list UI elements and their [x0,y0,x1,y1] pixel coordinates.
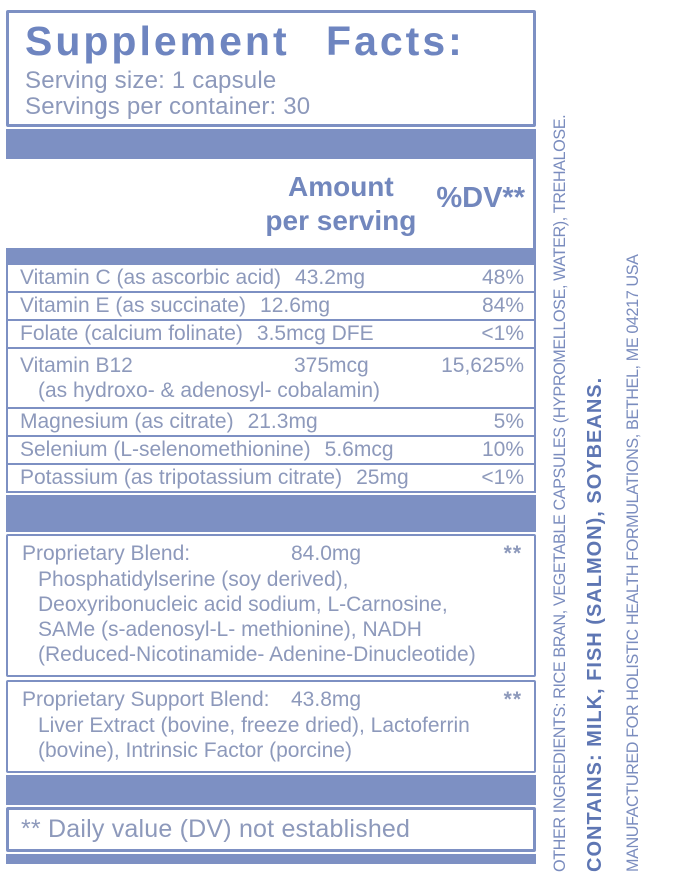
other-ingredients-text: OTHER INGREDIENTS: RICE BRAN, VEGETABLE … [551,114,569,872]
blend-amount: 43.8mg [291,688,362,711]
blend-ingredients: Phosphatidylserine (soy derived), Deoxyr… [38,568,476,666]
table-row: Potassium (as tripotassium citrate) 25mg… [6,463,536,493]
allergen-contains-text: CONTAINS: MILK, FISH (SALMON), SOYBEANS. [584,376,606,872]
table-row: Vitamin C (as ascorbic acid) 43.2mg 48% [6,263,536,293]
divider-band [6,248,536,263]
table-row: Magnesium (as citrate) 21.3mg 5% [6,407,536,437]
blend-dv-asterisks: ** [503,688,522,711]
proprietary-blend-box: Proprietary Blend: 84.0mg ** Phosphatidy… [6,534,536,677]
divider-band [6,129,536,159]
nutrient-name: Selenium (L-selenomethionine) [20,438,311,461]
table-row: Folate (calcium folinate) 3.5mcg DFE <1% [6,319,536,349]
supplement-facts-panel: Supplement Facts: Serving size: 1 capsul… [6,10,536,864]
nutrient-amount: 43.2mg [295,266,366,289]
nutrient-amount: 25mg [356,466,409,489]
footnote-box: ** Daily value (DV) not established [6,807,536,852]
footnote-text: ** Daily value (DV) not established [21,815,411,843]
nutrient-amount: 3.5mcg DFE [256,322,374,345]
nutrient-amount: 12.6mg [260,294,331,317]
header-box: Supplement Facts: Serving size: 1 capsul… [6,10,536,127]
table-row: Vitamin E (as succinate) 12.6mg 84% [6,291,536,321]
nutrient-dv: 84% [481,294,524,317]
nutrient-amount: 375mcg [294,353,369,377]
nutrient-name: Folate (calcium folinate) [20,322,243,345]
side-text-rail: OTHER INGREDIENTS: RICE BRAN, VEGETABLE … [551,0,651,876]
nutrient-table: Vitamin C (as ascorbic acid) 43.2mg 48% … [6,263,536,493]
nutrient-name: Vitamin E (as succinate) [20,294,247,317]
nutrient-dv: <1% [481,322,524,345]
serving-size: Serving size: 1 capsule [25,66,277,94]
blend-dv-asterisks: ** [503,542,522,565]
proprietary-support-blend-box: Proprietary Support Blend: 43.8mg ** Liv… [6,680,536,773]
nutrient-dv: 5% [493,410,524,433]
nutrient-name-detail: (as hydroxo- & adenosyl- cobalamin) [38,378,380,402]
nutrient-amount: 5.6mcg [324,438,394,461]
page-title: Supplement Facts: [25,18,465,64]
nutrient-dv: 10% [481,438,524,461]
nutrient-dv: 15,625% [441,353,524,377]
nutrient-dv: 48% [481,266,524,289]
blend-name: Proprietary Support Blend: [22,688,270,711]
column-header-strip: Amount per serving %DV** [6,159,536,248]
manufacturer-text: MANUFACTURED FOR HOLISTIC HEALTH FORMULA… [624,254,642,872]
blend-ingredients: Liver Extract (bovine, freeze dried), La… [38,714,470,762]
divider-band [6,775,536,805]
nutrient-name: Vitamin B12 [20,353,133,377]
blend-amount: 84.0mg [291,542,362,565]
table-row: Selenium (L-selenomethionine) 5.6mcg 10% [6,435,536,465]
dv-column-header: %DV** [436,182,525,214]
servings-per-container: Servings per container: 30 [25,92,311,120]
divider-band [6,495,536,532]
nutrient-name: Potassium (as tripotassium citrate) [20,466,343,489]
blend-name: Proprietary Blend: [22,542,191,565]
table-row: Vitamin B12 375mcg 15,625% (as hydroxo- … [6,347,536,409]
nutrient-name: Magnesium (as citrate) [20,410,234,433]
nutrient-dv: <1% [481,466,524,489]
divider-band [6,854,536,864]
amount-column-header: Amount per serving [265,171,417,236]
nutrient-name: Vitamin C (as ascorbic acid) [20,266,282,289]
nutrient-amount: 21.3mg [247,410,318,433]
